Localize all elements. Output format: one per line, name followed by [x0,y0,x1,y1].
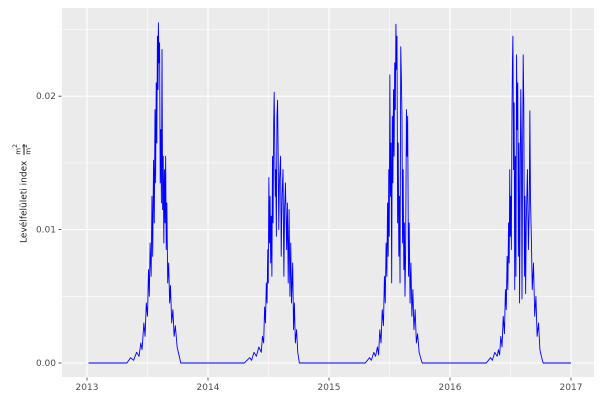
x-tick-label-2016: 2016 [439,383,462,393]
numerator-exponent: 2 [12,144,20,148]
denominator-exponent: 2 [22,144,30,148]
x-tick-label-2014: 2014 [197,383,220,393]
y-axis-title-text: Levélfelületi index [19,160,29,243]
y-tick-label-0.00: 0.00 [36,359,56,369]
y-axis-unit-fraction: m2 m2 [12,143,33,156]
unit-denominator: m2 [22,144,33,155]
y-tick-label-0.02: 0.02 [36,92,56,102]
y-axis-title: Levélfelületi index m2 m2 [12,143,33,243]
x-tick-label-2017: 2017 [560,383,583,393]
x-tick-label-2013: 2013 [76,383,99,393]
y-tick-label-0.01: 0.01 [36,226,56,236]
x-tick-label-2015: 2015 [318,383,341,393]
plot-panel [62,8,594,377]
lai-line-series [88,22,571,364]
